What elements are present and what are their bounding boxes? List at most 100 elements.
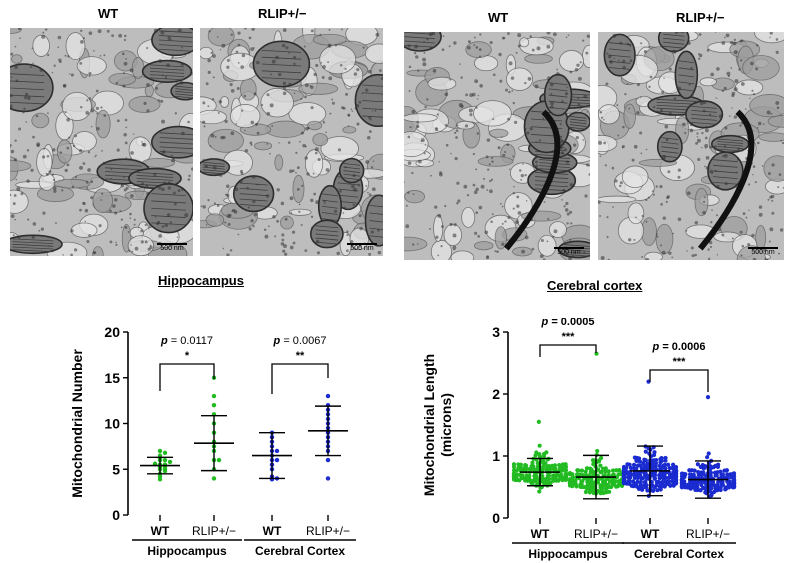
y-tick-label: 0 (492, 510, 500, 526)
mitochondrion (364, 194, 383, 247)
data-point (652, 476, 658, 481)
data-point (578, 482, 583, 487)
data-point (603, 469, 608, 474)
data-point (659, 455, 664, 461)
scale-bar: 500 nm (554, 247, 584, 256)
data-point (708, 470, 714, 475)
data-point (524, 473, 530, 478)
myelin-sheath (503, 109, 561, 251)
em-label-wt-cortex: WT (488, 10, 509, 25)
data-point (529, 463, 534, 469)
data-point (590, 458, 596, 463)
data-point (583, 473, 589, 478)
data-point (724, 468, 730, 473)
group-label: Cerebral Cortex (255, 544, 345, 558)
data-point (691, 479, 696, 484)
p-value-label: p = 0.0067 (273, 335, 327, 347)
data-point (679, 471, 685, 476)
data-point (663, 479, 668, 484)
data-point (534, 450, 539, 455)
data-point (537, 443, 542, 448)
data-point (666, 475, 671, 480)
data-point (651, 488, 656, 493)
data-point (540, 473, 545, 479)
data-point (584, 466, 590, 471)
significance-stars: ** (296, 350, 305, 362)
y-tick-label: 0 (112, 507, 120, 523)
data-point (650, 461, 655, 466)
data-point (596, 467, 601, 472)
data-point (162, 450, 168, 455)
significance-stars: *** (673, 356, 687, 368)
data-point (727, 479, 732, 484)
y-tick-label: 20 (104, 324, 120, 340)
data-point (537, 489, 542, 494)
data-point (567, 477, 573, 482)
data-point (598, 463, 603, 468)
em-label-rlip-cortex: RLIP+/− (676, 10, 725, 25)
p-value-label: p = 0.0005 (541, 318, 595, 328)
data-point (720, 479, 725, 484)
data-point (632, 455, 637, 460)
x-tick-label: RLIP+/− (574, 527, 618, 541)
data-point (596, 477, 602, 482)
data-point (645, 461, 650, 466)
mitochondrion (143, 183, 193, 234)
data-point (706, 451, 711, 456)
x-tick-label: RLIP+/− (686, 527, 730, 541)
data-point (536, 419, 541, 424)
data-point (665, 462, 671, 467)
data-point (575, 468, 580, 473)
data-point (606, 469, 611, 474)
data-point (718, 469, 723, 474)
em-micrograph-rlip-hippocampus: 500 nm (200, 28, 383, 256)
data-point (625, 462, 630, 467)
data-point (663, 455, 668, 461)
data-point (614, 468, 619, 473)
data-point (606, 473, 611, 478)
data-point (635, 463, 641, 468)
y-axis-label: Mitochondrial Number (69, 349, 85, 498)
data-point (607, 489, 612, 494)
y-tick-label: 10 (104, 416, 120, 432)
mitochondrial-length-chart: 0 1 2 3 Mitochondrial Length(microns) WT RLIP+… (421, 318, 737, 561)
x-tick-label: WT (641, 527, 660, 541)
data-point (666, 479, 671, 484)
data-point (578, 472, 583, 477)
data-point (599, 455, 604, 461)
significance-bracket (159, 363, 215, 391)
data-point (599, 469, 604, 475)
data-point (716, 462, 721, 467)
mitochondrion (141, 59, 193, 83)
data-point (631, 462, 637, 467)
data-point (511, 471, 517, 476)
data-point (635, 479, 640, 484)
data-point (544, 450, 549, 455)
x-tick-label: RLIP+/− (306, 524, 350, 538)
data-point (687, 472, 693, 477)
data-point (579, 468, 585, 473)
y-tick-label: 3 (492, 324, 500, 340)
data-point (583, 469, 588, 474)
data-point (642, 457, 647, 462)
data-point (325, 476, 331, 481)
data-point (211, 476, 217, 481)
p-value-label: p = 0.0006 (652, 341, 706, 353)
data-point (553, 466, 558, 471)
data-point (642, 480, 648, 485)
y-tick-label: 1 (492, 448, 500, 464)
data-point (673, 464, 679, 470)
group-label: Hippocampus (528, 547, 608, 561)
x-tick-label: RLIP+/− (192, 524, 236, 538)
data-point (654, 457, 659, 463)
data-point (579, 479, 584, 484)
data-point (632, 466, 637, 471)
mitochondrion (354, 73, 383, 128)
data-point (695, 462, 700, 467)
data-point (274, 448, 280, 454)
data-point (167, 459, 173, 465)
data-point (162, 457, 168, 463)
data-point (628, 465, 634, 471)
data-point (637, 459, 643, 464)
data-point (643, 449, 648, 454)
